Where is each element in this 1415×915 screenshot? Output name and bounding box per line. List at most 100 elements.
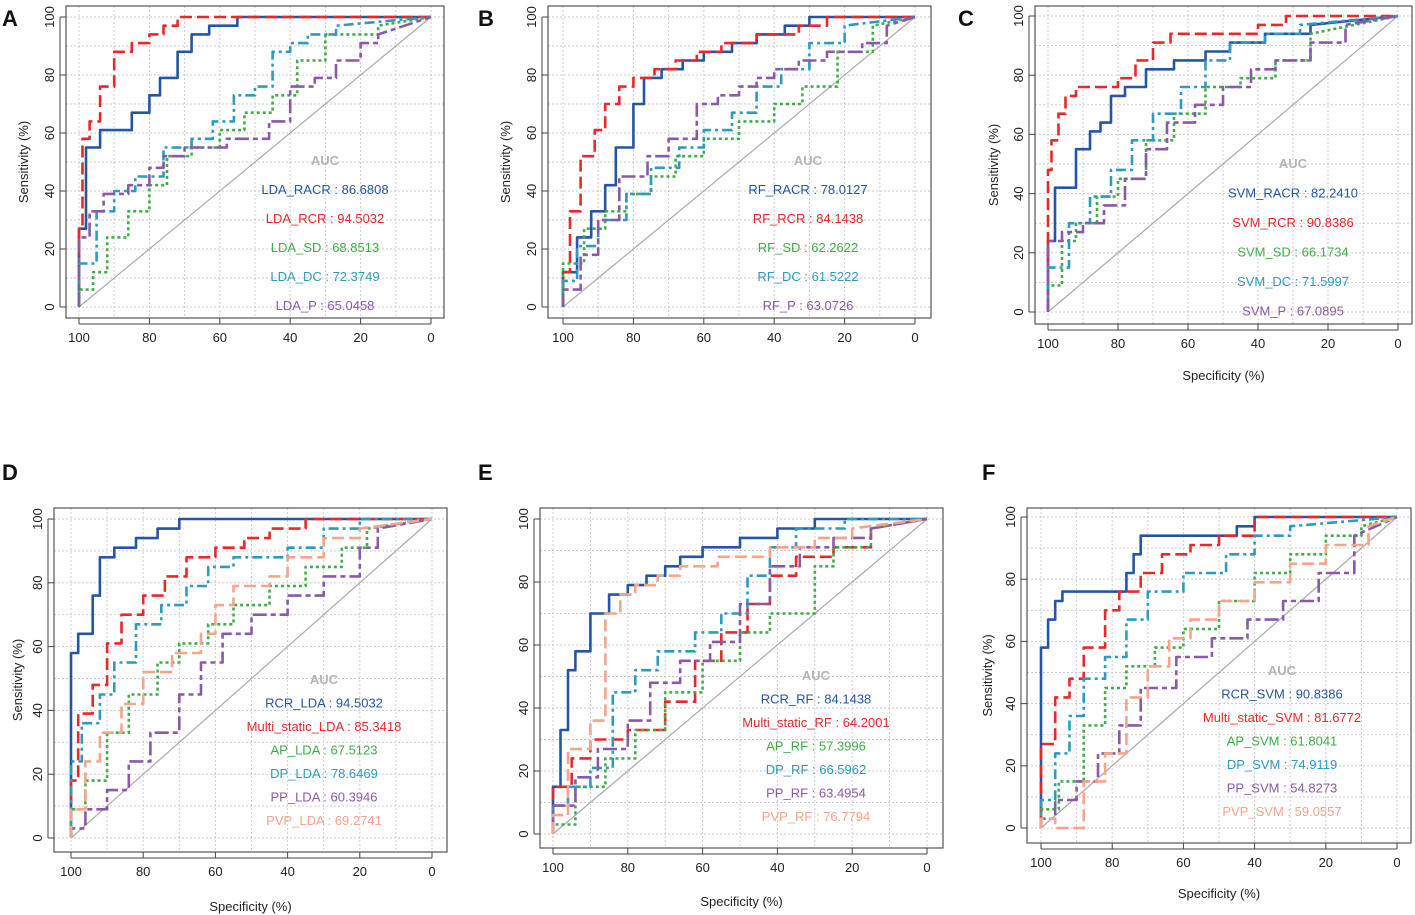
legend-entry: RF_RACR : 78.0127 bbox=[748, 182, 867, 197]
roc-curve-svm-rcr bbox=[1046, 14, 1398, 312]
roc-curve-rcr-rf bbox=[551, 517, 927, 834]
legend-auc-value: 65.0458 bbox=[327, 298, 374, 313]
legend-separator: : bbox=[1296, 215, 1307, 230]
y-tick-label: 80 bbox=[1003, 572, 1018, 586]
y-tick-label: 40 bbox=[1003, 696, 1018, 710]
legend-separator: : bbox=[813, 692, 824, 707]
legend-auc-value: 71.5997 bbox=[1302, 274, 1349, 289]
panel-letter: C bbox=[958, 6, 974, 31]
legend-series-name: SVM_DC bbox=[1237, 274, 1291, 289]
legend-auc-value: 94.5032 bbox=[337, 211, 384, 226]
legend-separator: : bbox=[1291, 274, 1302, 289]
legend-entry: Multi_static_LDA : 85.3418 bbox=[247, 719, 402, 734]
legend-entry: PVP_LDA : 69.2741 bbox=[266, 813, 382, 828]
y-tick-label: 60 bbox=[1003, 634, 1018, 648]
legend-series-name: RCR_LDA bbox=[265, 696, 326, 711]
legend-series-name: SVM_RCR bbox=[1232, 215, 1296, 230]
legend-entry: Multi_static_RF : 64.2001 bbox=[742, 715, 889, 730]
y-tick-label: 0 bbox=[516, 830, 531, 837]
x-tick-label: 60 bbox=[697, 330, 711, 345]
legend-series-name: RF_P bbox=[763, 298, 796, 313]
legend-series-name: DP_RF bbox=[766, 762, 809, 777]
legend-title: AUC bbox=[1268, 663, 1297, 678]
y-tick-label: 20 bbox=[524, 242, 539, 256]
legend-series-name: RF_DC bbox=[757, 269, 800, 284]
legend-entry: PP_RF : 63.4954 bbox=[766, 786, 866, 801]
legend-separator: : bbox=[325, 696, 336, 711]
legend-separator: : bbox=[317, 298, 328, 313]
x-tick-label: 80 bbox=[621, 860, 635, 875]
plot-frame bbox=[539, 507, 944, 849]
y-tick-label: 40 bbox=[516, 701, 531, 715]
roc-curve-rf-racr bbox=[561, 15, 915, 307]
legend-entry: LDA_P : 65.0458 bbox=[276, 298, 375, 313]
roc-curve-lda-p bbox=[77, 15, 432, 307]
roc-curve-multi-static-svm bbox=[1039, 515, 1397, 828]
plot-frame bbox=[53, 507, 448, 853]
y-tick-label: 0 bbox=[30, 834, 45, 841]
y-tick-label: 20 bbox=[1011, 246, 1026, 260]
x-tick-label: 40 bbox=[1251, 336, 1265, 351]
reference-diagonal bbox=[562, 16, 916, 308]
grid bbox=[1035, 6, 1412, 324]
legend-separator: : bbox=[326, 211, 337, 226]
legend-auc-value: 85.3418 bbox=[354, 719, 401, 734]
x-tick-label: 20 bbox=[353, 864, 367, 879]
x-tick-label: 0 bbox=[428, 864, 435, 879]
legend-entry: SVM_SD : 66.1734 bbox=[1237, 245, 1348, 260]
legend-title: AUC bbox=[1279, 156, 1308, 171]
legend-separator: : bbox=[320, 743, 331, 758]
roc-curve-pp-rf bbox=[551, 517, 928, 834]
legend-series-name: PVP_LDA bbox=[266, 813, 325, 828]
legend-separator: : bbox=[1280, 757, 1291, 772]
x-tick-label: 60 bbox=[208, 864, 222, 879]
y-tick-label: 60 bbox=[516, 638, 531, 652]
legend-series-name: RF_SD bbox=[758, 240, 801, 255]
y-tick-label: 0 bbox=[1011, 308, 1026, 315]
y-tick-label: 20 bbox=[30, 767, 45, 781]
reference-diagonal bbox=[1047, 15, 1399, 313]
legend-auc-value: 86.6808 bbox=[342, 182, 389, 197]
legend-entry: RF_P : 63.0726 bbox=[763, 298, 854, 313]
x-axis-title: Specificity (%) bbox=[1182, 368, 1264, 383]
roc-curve-multi-static-rf bbox=[551, 517, 928, 834]
legend-entry: LDA_RACR : 86.6808 bbox=[261, 182, 388, 197]
legend-auc-value: 57.3996 bbox=[819, 739, 866, 754]
legend-auc-value: 60.3946 bbox=[331, 790, 378, 805]
y-tick-label: 80 bbox=[1011, 68, 1026, 82]
legend-entry: LDA_SD : 68.8513 bbox=[271, 240, 379, 255]
roc-curve-svm-dc bbox=[1046, 14, 1399, 312]
y-tick-label: 100 bbox=[30, 508, 45, 530]
legend-entry: RF_SD : 62.2622 bbox=[758, 240, 858, 255]
legend-separator: : bbox=[1300, 186, 1311, 201]
legend-series-name: LDA_DC bbox=[270, 269, 321, 284]
plot-frame bbox=[1034, 5, 1413, 325]
legend-entry: AP_SVM : 61.8041 bbox=[1227, 734, 1338, 749]
x-tick-label: 100 bbox=[1037, 336, 1059, 351]
legend-series-name: Multi_static_LDA bbox=[247, 719, 345, 734]
x-tick-label: 0 bbox=[1393, 855, 1400, 870]
legend-auc-value: 81.6772 bbox=[1314, 710, 1361, 725]
panel-letter: E bbox=[478, 460, 493, 485]
x-tick-label: 0 bbox=[427, 330, 434, 345]
x-tick-label: 20 bbox=[1321, 336, 1335, 351]
legend-entry: AP_RF : 57.3996 bbox=[766, 739, 866, 754]
x-tick-label: 60 bbox=[1181, 336, 1195, 351]
legend-series-name: LDA_RACR bbox=[261, 182, 330, 197]
legend-auc-value: 72.3749 bbox=[333, 269, 380, 284]
y-tick-label: 20 bbox=[42, 242, 57, 256]
legend-series-name: PP_LDA bbox=[271, 790, 321, 805]
legend-auc-value: 54.8273 bbox=[1290, 781, 1337, 796]
legend-separator: : bbox=[808, 739, 819, 754]
legend-series-name: Multi_static_RF bbox=[742, 715, 832, 730]
roc-curve-rf-dc bbox=[561, 15, 916, 307]
y-tick-label: 80 bbox=[524, 68, 539, 82]
legend-entry: SVM_RACR : 82.2410 bbox=[1228, 186, 1358, 201]
x-tick-label: 100 bbox=[552, 330, 574, 345]
legend-entry: PP_SVM : 54.8273 bbox=[1227, 781, 1338, 796]
x-tick-label: 60 bbox=[1176, 855, 1190, 870]
plot-frame bbox=[1026, 507, 1412, 844]
legend-auc-value: 84.1438 bbox=[816, 211, 863, 226]
legend-separator: : bbox=[1303, 710, 1314, 725]
